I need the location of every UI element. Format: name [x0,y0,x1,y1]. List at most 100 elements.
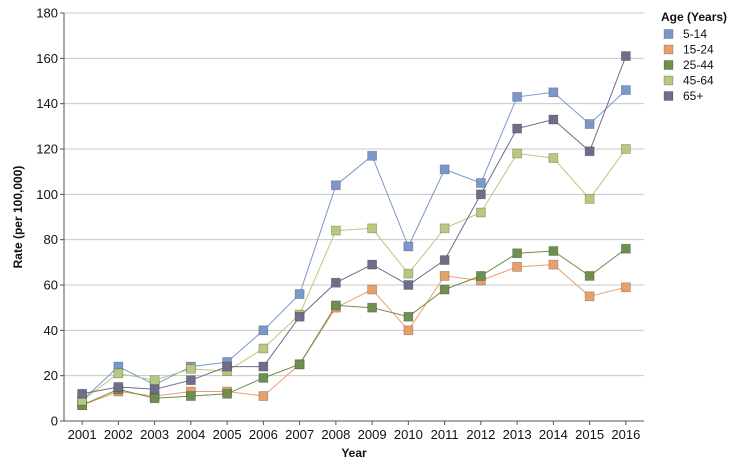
data-point [512,261,523,272]
series-line-45-64 [81,148,627,402]
data-point [584,193,595,204]
x-tick-label: 2005 [213,427,242,442]
y-tick-label: 0 [51,414,58,429]
data-point [258,325,269,336]
legend-swatch [663,75,674,86]
data-point [294,359,305,370]
data-point [330,300,341,311]
y-tick-label: 120 [36,142,58,157]
x-tick-label: 2006 [249,427,278,442]
data-point [367,284,378,295]
data-point [258,373,269,383]
y-tick-label: 140 [36,96,58,111]
y-axis-title: Rate (per 100,000) [11,166,25,269]
data-point [620,51,631,61]
data-point [475,207,486,218]
data-point [584,271,595,281]
data-point [548,114,559,125]
data-point [258,391,269,401]
legend-swatch [663,60,674,70]
x-tick-label: 2015 [575,427,604,442]
data-point [512,91,523,102]
series-markers [77,51,631,411]
y-tick-label: 100 [36,187,58,202]
x-tick-label: 2008 [321,427,350,442]
data-point [258,361,269,372]
series-line-25-44 [81,248,627,406]
data-point [113,382,124,392]
x-tick-label: 2007 [285,427,314,442]
data-point [367,259,378,270]
data-point [294,311,305,322]
y-tick-label: 80 [44,232,58,247]
data-point [512,123,523,134]
data-point [475,271,486,281]
data-point [149,393,160,404]
data-point [620,85,631,95]
data-point [149,384,160,395]
y-tick-label: 40 [44,323,58,338]
x-tick-label: 2016 [611,427,640,442]
data-point [149,375,160,386]
series-line-15-24 [81,264,627,406]
data-point [113,368,124,379]
x-tick-label: 2004 [176,427,205,442]
data-point [367,150,378,161]
data-point [330,277,341,288]
x-axis-ticks: 2001 2002 2003 2004 2005 2006 2007 2008 2009 2010… [68,421,640,442]
data-point [548,87,559,98]
legend-swatch [663,44,674,55]
data-point [403,241,414,252]
x-tick-label: 2014 [539,427,568,442]
data-point [439,164,450,175]
legend-label: 45-64 [683,74,714,88]
data-point [330,180,341,191]
y-tick-label: 180 [36,6,58,21]
data-point [367,223,378,234]
data-point [185,363,196,374]
series-lines [81,55,627,406]
data-point [620,282,631,293]
data-point [258,343,269,354]
legend-label: 65+ [683,89,703,103]
legend-label: 5-14 [683,27,707,41]
x-tick-label: 2012 [466,427,495,442]
y-tick-label: 20 [44,368,58,383]
data-point [403,325,414,336]
data-point [475,189,486,200]
data-point [77,388,88,399]
x-tick-label: 2002 [104,427,133,442]
data-point [294,289,305,299]
data-point [185,375,196,386]
y-tick-label: 60 [44,278,58,293]
grid-lines [64,12,644,377]
x-axis-title: Year [341,446,367,460]
data-point [222,361,233,372]
data-point [439,271,450,281]
data-point [584,119,595,129]
data-point [439,223,450,234]
data-point [548,259,559,270]
x-tick-label: 2009 [358,427,387,442]
data-point [185,391,196,401]
series-line-5-14 [81,89,627,401]
x-tick-label: 2003 [140,427,169,442]
data-point [439,255,450,265]
data-point [620,243,631,254]
data-point [512,248,523,259]
legend-label: 25-44 [683,58,714,72]
data-point [548,153,559,163]
data-point [584,291,595,302]
legend-swatch [663,91,674,101]
data-point [475,178,486,188]
data-point [403,311,414,322]
x-tick-label: 2013 [503,427,532,442]
data-point [222,388,233,399]
y-axis-ticks: 0 20 40 60 80 100 120 140 160 180 [36,6,64,429]
data-point [403,280,414,290]
legend-swatch [663,29,674,39]
data-point [512,148,523,159]
data-point [584,146,595,157]
